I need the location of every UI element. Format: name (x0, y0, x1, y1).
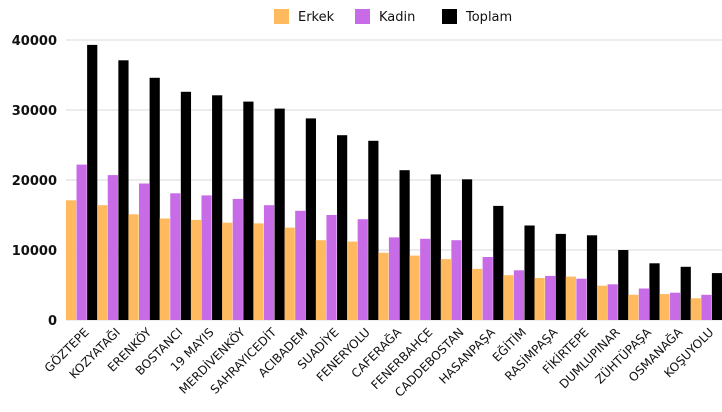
bar-toplam (274, 108, 285, 320)
legend: Erkek Kadin Toplam (274, 9, 512, 25)
bar-erkek (565, 276, 576, 320)
bar-kadin (107, 175, 118, 320)
bar-toplam (461, 179, 473, 320)
y-tick-label: 0 (48, 314, 57, 329)
bars (65, 44, 722, 321)
y-tick-label: 40000 (12, 34, 57, 49)
bar-erkek (596, 285, 608, 320)
bar-kadin (451, 240, 462, 320)
bar-toplam (337, 135, 348, 320)
bar-erkek (159, 218, 170, 320)
bar-toplam (586, 235, 598, 320)
bar-kadin (420, 238, 431, 320)
bar-erkek (315, 240, 327, 320)
bar-erkek (659, 294, 670, 320)
bar-erkek (378, 252, 389, 320)
bar-erkek (284, 227, 295, 320)
bar-toplam (243, 101, 254, 320)
bar-kadin (513, 270, 525, 320)
bar-erkek (534, 278, 545, 320)
bar-kadin (576, 278, 587, 320)
bar-erkek (440, 259, 451, 320)
bar-erkek (253, 223, 264, 320)
bar-kadin (638, 288, 650, 320)
bar-kadin (263, 205, 275, 320)
bar-erkek (65, 200, 77, 320)
legend-label-toplam: Toplam (465, 10, 512, 25)
bar-kadin (232, 198, 243, 320)
bar-erkek (409, 255, 420, 320)
y-axis-ticks: 0 10000 20000 30000 40000 (12, 34, 57, 329)
bar-toplam (430, 174, 441, 320)
bar-erkek (128, 214, 139, 320)
bar-kadin (201, 195, 212, 320)
bar-kadin (482, 257, 493, 320)
bar-toplam (180, 91, 192, 320)
bar-toplam (680, 266, 691, 320)
legend-swatch-kadin (355, 9, 370, 24)
y-tick-label: 20000 (12, 174, 57, 189)
bar-kadin (357, 219, 368, 320)
bar-erkek (222, 222, 233, 320)
legend-label-kadin: Kadin (379, 10, 415, 25)
bar-toplam (524, 225, 535, 320)
bar-kadin (670, 292, 681, 320)
bar-kadin (607, 284, 618, 320)
y-tick-label: 10000 (12, 244, 57, 259)
bar-kadin (295, 210, 306, 320)
bar-toplam (493, 205, 504, 320)
bar-toplam (711, 273, 722, 320)
bar-erkek (690, 298, 701, 320)
legend-swatch-erkek (274, 9, 289, 24)
bar-kadin (326, 215, 337, 320)
bar-toplam (555, 233, 566, 320)
legend-label-erkek: Erkek (298, 10, 335, 25)
bar-kadin (170, 193, 181, 320)
legend-swatch-toplam (442, 9, 457, 24)
bar-toplam (305, 118, 316, 321)
bar-toplam (118, 60, 129, 321)
bar-erkek (503, 275, 514, 320)
bar-toplam (87, 44, 98, 321)
bar-erkek (190, 219, 202, 320)
bar-toplam (368, 140, 379, 320)
bar-kadin (545, 275, 556, 320)
bar-kadin (701, 294, 712, 320)
bar-toplam (618, 250, 629, 320)
bar-erkek (472, 268, 483, 320)
bar-toplam (649, 263, 660, 320)
bar-erkek (347, 241, 358, 320)
bar-kadin (76, 164, 87, 320)
y-tick-label: 30000 (12, 104, 57, 119)
bar-toplam (149, 77, 160, 320)
bar-erkek (97, 205, 108, 320)
bar-kadin (388, 237, 400, 320)
bar-toplam (212, 95, 223, 320)
bar-kadin (138, 183, 150, 320)
bar-toplam (399, 170, 410, 320)
bar-erkek (628, 294, 639, 320)
